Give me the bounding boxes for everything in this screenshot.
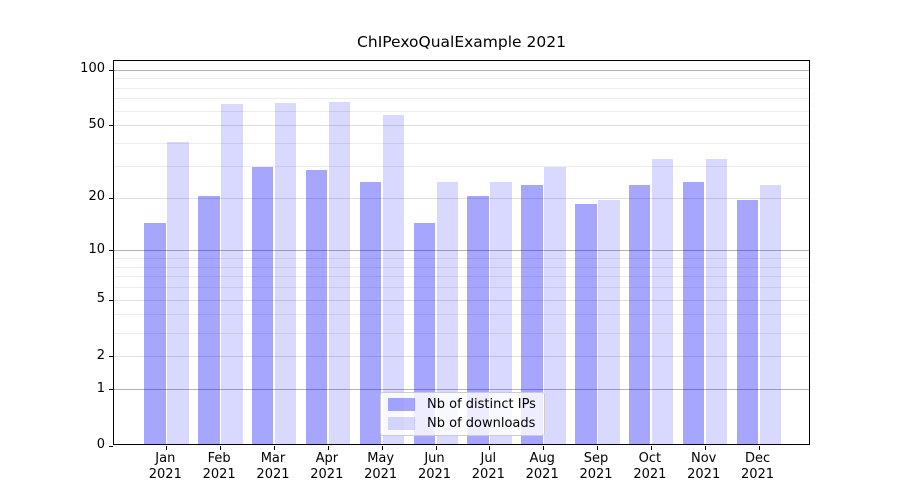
- x-tick-label-oct: Oct 2021: [633, 451, 667, 482]
- bar-downloads-jan: [167, 141, 189, 444]
- legend: Nb of distinct IPs Nb of downloads: [380, 392, 545, 436]
- minor-gridline-y-3: [114, 332, 809, 334]
- bar-distinct-ips-feb: [198, 196, 220, 444]
- minor-gridline-y-80: [114, 87, 809, 89]
- minor-gridline-y-7: [114, 276, 809, 278]
- bar-downloads-aug: [544, 167, 566, 444]
- y-tick-100: [109, 69, 113, 71]
- bar-distinct-ips-may: [359, 181, 382, 444]
- x-tick-label-nov: Nov 2021: [687, 451, 721, 482]
- x-tick-label-feb: Feb 2021: [202, 451, 236, 482]
- minor-gridline-y-6: [114, 287, 809, 289]
- y-tick-50: [109, 125, 113, 127]
- bar-downloads-sep: [598, 200, 620, 444]
- minor-gridline-y-9: [114, 257, 809, 259]
- y-tick-label-100: 100: [80, 61, 105, 77]
- gridline-y-50: [114, 125, 809, 127]
- chart-title: ChIPexoQualExample 2021: [357, 33, 566, 51]
- x-tick-apr: [327, 446, 329, 450]
- x-tick-may: [381, 446, 383, 450]
- gridline-y-20: [114, 197, 809, 199]
- legend-swatch-downloads: [388, 417, 415, 430]
- x-tick-label-aug: Aug 2021: [525, 451, 559, 482]
- minor-gridline-y-8: [114, 266, 809, 268]
- x-tick-label-jan: Jan 2021: [148, 451, 182, 482]
- minor-gridline-y-40: [114, 143, 809, 145]
- minor-gridline-y-4: [114, 314, 809, 316]
- x-tick-jun: [435, 446, 437, 450]
- x-tick-nov: [704, 446, 706, 450]
- bar-downloads-mar: [274, 102, 297, 444]
- x-tick-label-jun: Jun 2021: [417, 451, 452, 482]
- bar-distinct-ips-sep: [575, 204, 597, 444]
- bar-distinct-ips-oct: [628, 185, 651, 444]
- legend-item-distinct-ips: Nb of distinct IPs: [388, 397, 544, 412]
- y-tick-2: [109, 356, 113, 358]
- bar-downloads-jul: [490, 181, 512, 444]
- bar-downloads-nov: [705, 159, 728, 444]
- x-tick-label-apr: Apr 2021: [310, 451, 344, 482]
- gridline-y-5: [114, 299, 809, 301]
- x-tick-jan: [166, 446, 168, 450]
- y-tick-label-20: 20: [88, 189, 105, 205]
- bar-downloads-feb: [221, 104, 243, 444]
- bar-distinct-ips-apr: [305, 169, 328, 444]
- minor-gridline-y-30: [114, 165, 809, 167]
- y-tick-0: [109, 445, 113, 447]
- x-tick-sep: [597, 446, 599, 450]
- minor-gridline-y-90: [114, 78, 809, 80]
- bar-distinct-ips-jun: [413, 223, 435, 444]
- y-tick-label-50: 50: [88, 116, 105, 132]
- gridline-y-1: [114, 389, 809, 391]
- x-tick-label-sep: Sep 2021: [579, 451, 613, 482]
- x-tick-dec: [758, 446, 760, 450]
- x-tick-feb: [220, 446, 222, 450]
- plot-area: [109, 60, 810, 450]
- legend-label-downloads: Nb of downloads: [427, 416, 536, 431]
- y-tick-5: [109, 299, 113, 301]
- gridline-y-10: [114, 250, 809, 252]
- bar-downloads-oct: [651, 159, 674, 444]
- bar-distinct-ips-nov: [682, 181, 705, 444]
- gridline-y-100: [114, 69, 809, 71]
- x-tick-label-jul: Jul 2021: [471, 451, 505, 482]
- x-tick-jul: [489, 446, 491, 450]
- bar-downloads-jun: [436, 181, 458, 444]
- bar-distinct-ips-dec: [736, 200, 759, 444]
- y-tick-label-5: 5: [96, 291, 105, 307]
- bar-distinct-ips-aug: [521, 185, 543, 444]
- y-tick-label-1: 1: [96, 380, 105, 396]
- minor-gridline-y-70: [114, 98, 809, 100]
- y-tick-10: [109, 250, 113, 252]
- gridline-y-2: [114, 356, 809, 358]
- legend-swatch-distinct-ips: [388, 398, 415, 411]
- legend-item-downloads: Nb of downloads: [388, 416, 544, 431]
- x-tick-label-dec: Dec 2021: [740, 451, 775, 482]
- y-tick-label-2: 2: [96, 347, 105, 363]
- x-tick-label-mar: Mar 2021: [256, 451, 290, 482]
- y-tick-1: [109, 389, 113, 391]
- x-tick-mar: [273, 446, 275, 450]
- x-tick-aug: [543, 446, 545, 450]
- bar-distinct-ips-jan: [144, 223, 166, 444]
- y-tick-20: [109, 197, 113, 199]
- x-tick-oct: [650, 446, 652, 450]
- bar-downloads-may: [382, 114, 405, 444]
- y-tick-label-10: 10: [88, 241, 105, 257]
- bar-downloads-dec: [759, 185, 782, 444]
- y-tick-label-0: 0: [96, 437, 105, 452]
- minor-gridline-y-60: [114, 110, 809, 112]
- bar-distinct-ips-jul: [467, 196, 489, 444]
- bar-downloads-apr: [328, 101, 351, 444]
- bar-distinct-ips-mar: [251, 167, 274, 444]
- legend-label-distinct-ips: Nb of distinct IPs: [427, 397, 536, 412]
- x-tick-label-may: May 2021: [364, 451, 398, 482]
